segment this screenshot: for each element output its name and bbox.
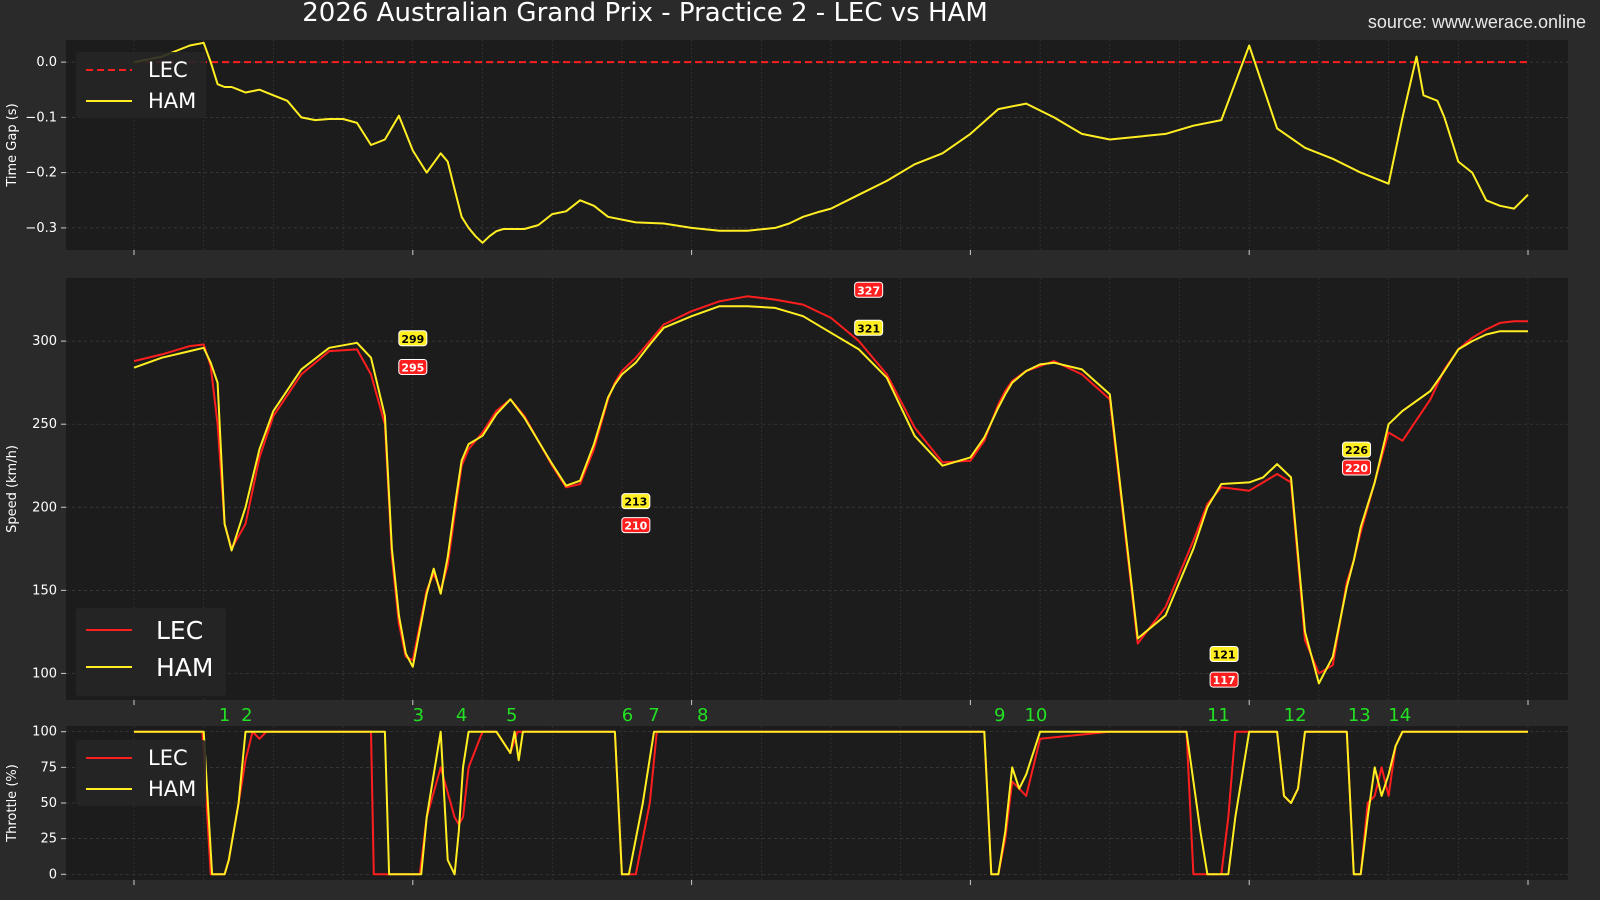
speed-label-ham [398,330,428,347]
source-credit: source: www.werace.online [1367,12,1586,32]
y-tick-label: 75 [40,760,57,775]
speed-label-text: 327 [857,284,880,297]
series-ham-line [133,41,1529,244]
y-tick-label: 300 [32,334,57,349]
speed-label-lec [398,358,428,375]
y-tick-label: 0 [49,867,57,882]
panel-1: 0.0 −0.1 −0.2 −0.3 Time Gap (s) LEC HAM [5,40,1568,255]
legend-label-lec: LEC [148,58,188,82]
panel-3: 0 25 50 75 100 Throttle (%) LEC HAM [5,725,1568,885]
speed-label-ham [1342,441,1372,458]
legend-label-lec: LEC [148,746,188,770]
y-tick-label: 250 [32,417,57,432]
legend-label-ham: HAM [148,777,196,801]
series-ham-line [134,730,1528,876]
series-lec-line [133,295,1528,675]
speed-label-text: 210 [624,520,647,533]
corner-number: 14 [1388,705,1411,726]
speed-label-ham [854,319,884,336]
legend-label-lec: LEC [156,616,203,645]
legend-label-ham: HAM [148,89,196,113]
speed-label-text: 213 [624,496,647,509]
y-tick-label: −0.2 [25,166,57,181]
corner-number: 3 [413,705,424,726]
corner-number: 11 [1207,705,1230,726]
y-axis-label: Speed (km/h) [5,445,20,533]
y-tick-label: 200 [32,500,57,515]
corner-number: 2 [241,705,252,726]
corner-number: 13 [1348,705,1371,726]
corner-number: 4 [456,705,467,726]
corner-number: 1 [219,705,230,726]
y-tick-label: 25 [40,832,57,847]
corner-number: 12 [1284,705,1307,726]
y-axis-label: Throttle (%) [5,764,20,843]
legend-box [76,608,226,696]
y-tick-label: 0.0 [36,55,57,70]
corner-number: 6 [622,705,633,726]
y-tick-label: 50 [40,796,57,811]
y-axis-label: Time Gap (s) [5,103,20,187]
speed-label-lec [1342,459,1372,476]
speed-label-lec [1209,671,1239,688]
speed-label-text: 117 [1213,674,1236,687]
corner-number: 5 [506,705,517,726]
y-tick-label: −0.1 [25,110,57,125]
y-tick-label: 100 [32,666,57,681]
speed-label-text: 321 [857,322,880,335]
speed-label-text: 295 [401,361,424,374]
chart-title: 2026 Australian Grand Prix - Practice 2 … [302,0,988,28]
corner-number: 10 [1024,705,1047,726]
y-tick-label: 100 [32,725,57,740]
speed-label-ham [621,493,651,510]
speed-label-text: 226 [1345,444,1368,457]
speed-label-text: 121 [1213,649,1236,662]
corner-number: 9 [994,705,1005,726]
speed-label-lec [621,517,651,534]
series-ham-line [133,305,1528,685]
corner-number: 8 [697,705,708,726]
y-tick-label: −0.3 [25,221,57,236]
speed-label-text: 299 [401,333,424,346]
legend-label-ham: HAM [156,653,213,682]
speed-label-ham [1209,646,1239,663]
plot-area [66,278,1568,700]
y-tick-label: 150 [32,583,57,598]
speed-label-lec [854,281,884,298]
speed-label-text: 220 [1345,462,1368,475]
corner-number: 7 [648,705,659,726]
plot-area [66,40,1568,250]
